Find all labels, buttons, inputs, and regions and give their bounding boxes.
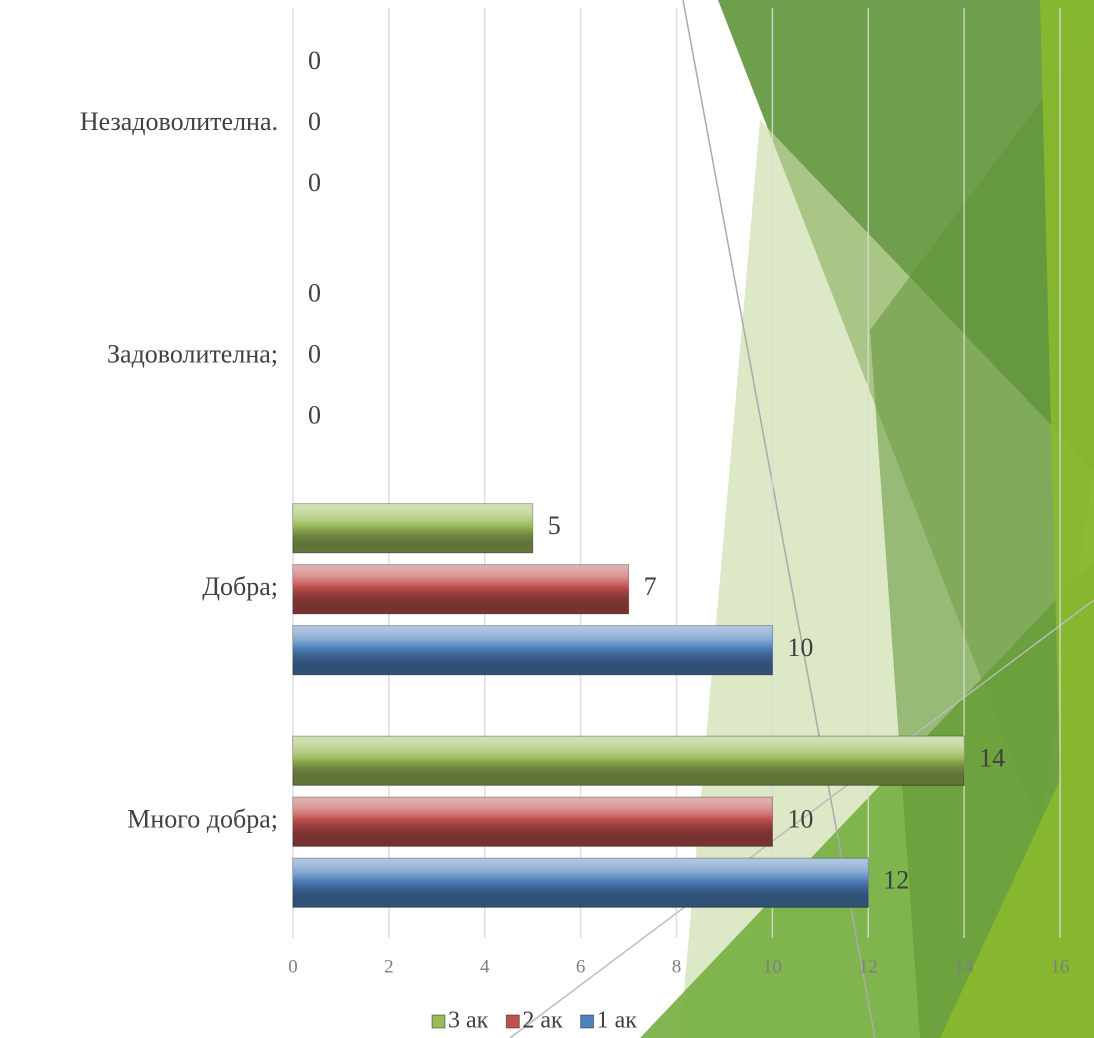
data-label: 14 xyxy=(979,744,1005,773)
bar-group xyxy=(293,565,629,614)
bar-group xyxy=(293,626,772,675)
data-label: 0 xyxy=(308,401,321,430)
bar-group xyxy=(293,736,964,785)
x-tick-label: 0 xyxy=(288,956,298,977)
bar-group xyxy=(293,858,868,907)
x-tick-label: 12 xyxy=(859,956,878,977)
legend-label: 3 ак xyxy=(448,1008,489,1034)
y-tick-label: Задоволителна; xyxy=(107,340,278,369)
bar-shading xyxy=(293,626,772,675)
legend-swatch xyxy=(506,1015,519,1028)
bar-shading xyxy=(293,565,629,614)
bar-shading xyxy=(293,504,533,553)
bar-shading xyxy=(293,797,772,846)
bar-group xyxy=(293,797,772,846)
page: 0 2 4 6 8 10 12 14 16 Много добра; 12 10 14 Добра; 10… xyxy=(0,0,1094,1038)
data-label: 7 xyxy=(644,572,657,601)
legend-label: 2 ак xyxy=(522,1008,563,1034)
legend-label: 1 ак xyxy=(597,1008,638,1034)
data-label: 0 xyxy=(308,340,321,369)
x-tick-label: 4 xyxy=(480,956,490,977)
x-tick-label: 2 xyxy=(384,956,394,977)
x-tick-label: 8 xyxy=(672,956,682,977)
data-label: 0 xyxy=(308,279,321,308)
data-label: 5 xyxy=(548,511,561,540)
data-label: 0 xyxy=(308,107,321,136)
data-label: 0 xyxy=(308,46,321,75)
x-tick-label: 6 xyxy=(576,956,586,977)
bar-group xyxy=(293,504,533,553)
legend-swatch xyxy=(432,1015,445,1028)
data-label: 10 xyxy=(787,633,813,662)
y-tick-label: Добра; xyxy=(202,572,278,601)
bar-shading xyxy=(293,858,868,907)
x-tick-label: 16 xyxy=(1051,956,1070,977)
x-tick-label: 14 xyxy=(955,956,975,977)
x-tick-label: 10 xyxy=(763,956,782,977)
y-tick-label: Много добра; xyxy=(127,805,278,834)
chart: 0 2 4 6 8 10 12 14 16 Много добра; 12 10 14 Добра; 10… xyxy=(0,0,1094,1038)
data-label: 10 xyxy=(787,805,813,834)
data-label: 12 xyxy=(883,866,909,895)
y-tick-label: Незадоволителна. xyxy=(80,107,278,136)
legend-swatch xyxy=(581,1015,594,1028)
bar-shading xyxy=(293,736,964,785)
data-label: 0 xyxy=(308,168,321,197)
